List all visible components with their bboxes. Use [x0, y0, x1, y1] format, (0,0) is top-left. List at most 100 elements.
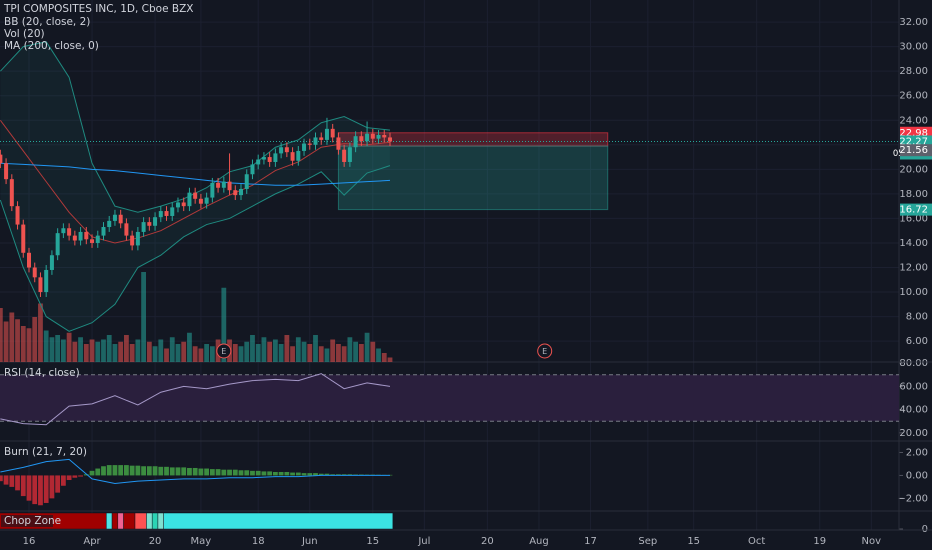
- volume-bar: [78, 337, 83, 362]
- y-tick-label: 2.00: [906, 447, 928, 458]
- volume-bar: [95, 341, 101, 362]
- chop-zone: [117, 512, 124, 530]
- x-tick-label: Oct: [748, 536, 765, 547]
- volume-bar: [336, 344, 341, 362]
- price-label-bg: [900, 203, 932, 216]
- volume-bar: [284, 335, 290, 362]
- candle-body: [101, 227, 106, 236]
- volume-bar: [9, 312, 15, 362]
- target-zone: [337, 145, 609, 211]
- volume-bar: [66, 332, 72, 362]
- y-tick-label: 16.00: [899, 213, 928, 224]
- candle-body: [198, 198, 203, 204]
- volume-bar: [49, 337, 55, 362]
- candle-body: [0, 154, 3, 164]
- chop-zone: [157, 512, 164, 530]
- volume-bar: [20, 326, 26, 362]
- x-tick-label: 20: [481, 536, 494, 547]
- candle-body: [244, 174, 249, 189]
- burn-bar: [15, 475, 20, 491]
- candle-body: [250, 164, 255, 175]
- x-tick-label: Jun: [301, 536, 318, 547]
- candle-body: [296, 150, 301, 161]
- volume-bar: [181, 341, 187, 362]
- volume-bar: [0, 308, 3, 362]
- earnings-label: E: [221, 347, 226, 356]
- volume-bar: [267, 341, 273, 362]
- volume-bar: [15, 319, 20, 362]
- volume-bar: [3, 321, 9, 362]
- candle-body: [290, 152, 295, 161]
- burn-bar: [60, 475, 66, 486]
- volume-bar: [209, 346, 215, 362]
- volume-bar: [129, 344, 135, 362]
- volume-bar: [261, 337, 267, 362]
- y-tick-label: 18.00: [899, 189, 928, 200]
- burn-bar: [250, 470, 255, 476]
- burn-bar: [313, 473, 318, 476]
- x-tick-label: Aug: [529, 536, 549, 547]
- volume-bar: [295, 337, 301, 362]
- y-tick-label: 14.00: [899, 238, 928, 249]
- burn-bar: [129, 465, 135, 476]
- candle-body: [130, 235, 135, 246]
- burn-bar: [341, 474, 347, 476]
- burn-bar: [78, 475, 83, 477]
- burn-bar: [198, 468, 204, 476]
- candle-body: [210, 182, 215, 198]
- burn-bar: [55, 475, 61, 493]
- y-tick-label: 0.00: [906, 470, 928, 481]
- volume-bar: [272, 339, 278, 362]
- burn-line: [0, 458, 390, 484]
- candle-body: [336, 137, 341, 150]
- price-label-bg: [900, 144, 932, 157]
- candle-body: [15, 206, 20, 225]
- burn-bar: [38, 475, 43, 506]
- candle-body: [32, 267, 37, 278]
- burn-bar: [101, 466, 106, 476]
- volume-bar: [204, 344, 210, 362]
- volume-bar: [175, 344, 181, 362]
- candle-body: [365, 133, 370, 142]
- volume-bar: [353, 341, 359, 362]
- price-label: 21.56: [899, 145, 928, 156]
- candle-body: [158, 211, 163, 218]
- volume-bar: [198, 348, 204, 362]
- x-tick-label: Apr: [83, 536, 101, 547]
- candle-body: [302, 143, 307, 151]
- candle-body: [175, 202, 180, 208]
- indicator-line: [0, 162, 391, 186]
- volume-bar: [101, 339, 106, 362]
- volume-bar: [301, 341, 307, 362]
- volume-bar: [313, 335, 318, 362]
- x-tick-label: 18: [252, 536, 265, 547]
- volume-bar: [89, 339, 95, 362]
- burn-bar: [118, 465, 124, 476]
- volume-bar: [290, 346, 295, 362]
- volume-bar: [244, 341, 250, 362]
- burn-bar: [141, 466, 146, 476]
- burn-bar: [49, 475, 55, 499]
- burn-bar: [295, 472, 301, 476]
- burn-bar: [181, 467, 187, 476]
- candle-body: [330, 128, 335, 138]
- burn-bar: [330, 474, 336, 476]
- y-tick-label: 40.00: [899, 405, 928, 416]
- volume-bar: [324, 348, 330, 362]
- candle-body: [147, 222, 152, 226]
- volume-bar: [238, 346, 244, 362]
- candle-body: [90, 239, 95, 243]
- earnings-marker: [537, 343, 553, 359]
- candle-body: [181, 202, 186, 207]
- title-bg: [1, 515, 53, 527]
- candle-body: [118, 214, 123, 224]
- volume-bar: [381, 353, 387, 362]
- volume-bar: [32, 317, 38, 362]
- candle-body: [107, 220, 112, 228]
- indicator-line: [0, 119, 391, 244]
- burn-bar: [232, 469, 238, 476]
- chop-zone: [123, 512, 136, 530]
- volume-bar: [83, 344, 89, 362]
- burn-bar: [244, 470, 250, 476]
- candle-body: [95, 235, 100, 243]
